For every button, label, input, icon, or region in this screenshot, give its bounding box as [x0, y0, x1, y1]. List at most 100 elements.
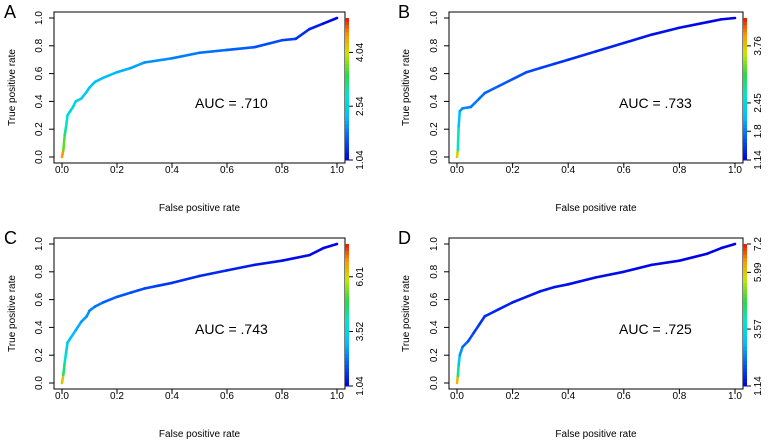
x-tick-label: 0.2: [110, 165, 124, 176]
colorbar-segment: [345, 46, 349, 51]
roc-curve-segment: [539, 285, 556, 293]
colorbar-segment: [345, 49, 349, 54]
colorbar-segment: [743, 53, 747, 58]
x-tick-label: 0.6: [617, 165, 631, 176]
colorbar-segment: [743, 71, 747, 76]
colorbar-segment: [743, 354, 747, 359]
y-axis-title: True positive rate: [7, 275, 18, 352]
roc-curve-segment: [553, 283, 570, 289]
colorbar-segment: [345, 332, 349, 337]
colorbar-tick-label: 2.45: [753, 93, 764, 113]
roc-curve-segment: [511, 295, 528, 304]
panel-letter-b: B: [398, 2, 411, 22]
x-tick-label: 0.0: [55, 165, 69, 176]
x-tick-label: 0.0: [450, 391, 464, 402]
roc-curve-segment: [469, 97, 481, 109]
x-tick-label: 0.8: [275, 165, 289, 176]
colorbar-segment: [743, 290, 747, 295]
roc-curve-segment: [101, 70, 119, 80]
colorbar-segment: [345, 283, 349, 288]
y-tick-label: 0.4: [34, 320, 45, 334]
colorbar-segment: [345, 28, 349, 33]
x-tick-label: 1.0: [728, 165, 742, 176]
colorbar-segment: [743, 57, 747, 62]
colorbar-segment: [345, 311, 349, 316]
roc-curve-segment: [93, 301, 105, 308]
colorbar-segment: [345, 329, 349, 334]
colorbar-segment: [345, 364, 349, 369]
colorbar-segment: [345, 244, 349, 249]
colorbar-segment: [743, 110, 747, 115]
roc-curve-segment: [308, 246, 325, 257]
roc-curve-segment: [566, 276, 598, 286]
colorbar-segment: [345, 368, 349, 373]
colorbar-segment: [743, 371, 747, 376]
colorbar-segment: [743, 368, 747, 373]
colorbar-segment: [345, 293, 349, 298]
y-tick-label: 0.2: [429, 122, 440, 136]
colorbar-segment: [743, 244, 747, 249]
roc-curve-segment: [525, 289, 542, 299]
colorbar-segment: [743, 364, 747, 369]
roc-curve-segment: [79, 314, 89, 324]
colorbar-segment: [345, 96, 349, 101]
colorbar-tick-label: 6.01: [355, 267, 366, 287]
y-tick-label: 0.2: [34, 348, 45, 362]
colorbar-segment: [743, 103, 747, 108]
colorbar-segment: [345, 375, 349, 380]
colorbar-segment: [345, 32, 349, 37]
colorbar-segment: [345, 251, 349, 256]
roc-curve-segment: [511, 70, 528, 81]
roc-curve-segment: [280, 37, 298, 42]
roc-curve-segment: [472, 323, 481, 335]
colorbar-segment: [345, 53, 349, 58]
roc-curve-segment: [705, 246, 723, 256]
x-tick-label: 0.8: [672, 391, 686, 402]
roc-curve-segment: [461, 340, 470, 349]
y-tick-label: 0.2: [429, 348, 440, 362]
colorbar-segment: [743, 135, 747, 140]
y-tick-label: 0.6: [34, 66, 45, 80]
colorbar-segment: [345, 346, 349, 351]
y-tick-label: 0.0: [429, 376, 440, 390]
colorbar-segment: [743, 81, 747, 86]
colorbar-segment: [345, 138, 349, 143]
colorbar-tick-label: 3.57: [753, 319, 764, 339]
roc-curve-segment: [457, 109, 462, 128]
colorbar-segment: [345, 382, 349, 387]
roc-curve-segment: [650, 259, 681, 267]
y-tick-label: 0.8: [34, 38, 45, 52]
colorbar-segment: [345, 99, 349, 104]
colorbar-segment: [743, 329, 747, 334]
colorbar-segment: [345, 290, 349, 295]
colorbar-segment: [743, 67, 747, 72]
x-tick-label: 0.2: [506, 391, 520, 402]
roc-chart-a: 0.0 0.2 0.4 0.6 0.8 1.0 0.0 0.2 0.4 0.6 0.8 1.0 Fals…: [7, 11, 366, 214]
colorbar-segment: [743, 315, 747, 320]
colorbar-tick-label: 4.04: [355, 42, 366, 62]
roc-curve-segment: [225, 263, 256, 272]
colorbar-segment: [743, 64, 747, 69]
colorbar-segment: [345, 42, 349, 47]
roc-curve-segment: [93, 76, 105, 84]
auc-annotation: AUC = .710: [195, 95, 268, 111]
colorbar-segment: [345, 67, 349, 72]
x-tick-label: 0.8: [672, 165, 686, 176]
colorbar-segment: [345, 124, 349, 129]
roc-curve-segment: [115, 291, 133, 299]
roc-chart-d: 0.0 0.2 0.4 0.6 0.8 1.0 0.0 0.2 0.4 0.6 0.8 1.0 Fals…: [401, 237, 764, 440]
colorbar-segment: [743, 311, 747, 316]
colorbar-tick-label: 1.8: [753, 124, 764, 138]
colorbar-segment: [345, 371, 349, 376]
y-tick-label: 0.6: [429, 292, 440, 306]
colorbar-segment: [345, 336, 349, 341]
colorbar-segment: [345, 300, 349, 305]
colorbar-segment: [743, 268, 747, 273]
colorbar-segment: [345, 152, 349, 157]
roc-curve-segment: [74, 320, 83, 332]
colorbar-segment: [345, 60, 349, 65]
colorbar-segment: [743, 99, 747, 104]
roc-curve-segment: [143, 284, 160, 290]
roc-curve-segment: [719, 242, 737, 250]
